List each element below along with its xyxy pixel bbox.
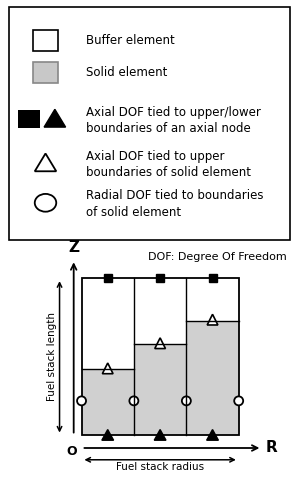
- Text: Z: Z: [68, 240, 79, 254]
- Circle shape: [77, 396, 86, 406]
- Circle shape: [182, 396, 191, 406]
- Text: Fuel stack length: Fuel stack length: [47, 312, 57, 402]
- Bar: [186, 278, 239, 320]
- Text: of solid element: of solid element: [86, 206, 181, 218]
- Polygon shape: [102, 363, 113, 374]
- Polygon shape: [207, 314, 218, 325]
- Bar: [208, 274, 216, 282]
- Text: Solid element: Solid element: [86, 66, 168, 79]
- Polygon shape: [102, 430, 114, 440]
- Text: Fuel stack radius: Fuel stack radius: [116, 462, 204, 472]
- Bar: [82, 278, 239, 436]
- Circle shape: [129, 396, 138, 406]
- Text: Buffer element: Buffer element: [86, 34, 175, 46]
- Polygon shape: [154, 430, 166, 440]
- Polygon shape: [207, 430, 218, 440]
- Text: DOF: Degree Of Freedom: DOF: Degree Of Freedom: [149, 252, 287, 262]
- Text: R: R: [266, 440, 277, 456]
- Bar: [33, 30, 58, 50]
- Text: boundaries of solid element: boundaries of solid element: [86, 166, 251, 179]
- Circle shape: [35, 194, 56, 212]
- Bar: [82, 278, 239, 436]
- Bar: [33, 62, 58, 83]
- Text: boundaries of an axial node: boundaries of an axial node: [86, 122, 251, 135]
- Polygon shape: [35, 154, 56, 172]
- Bar: [104, 274, 112, 282]
- Bar: [156, 274, 164, 282]
- Bar: [82, 278, 134, 370]
- Bar: [18, 110, 40, 128]
- Text: Axial DOF tied to upper/lower: Axial DOF tied to upper/lower: [86, 106, 261, 118]
- Circle shape: [234, 396, 243, 406]
- Text: O: O: [67, 444, 77, 458]
- Text: Radial DOF tied to boundaries: Radial DOF tied to boundaries: [86, 190, 264, 202]
- Text: Axial DOF tied to upper: Axial DOF tied to upper: [86, 150, 225, 163]
- Polygon shape: [155, 338, 165, 348]
- Polygon shape: [44, 110, 65, 127]
- Bar: [134, 278, 186, 344]
